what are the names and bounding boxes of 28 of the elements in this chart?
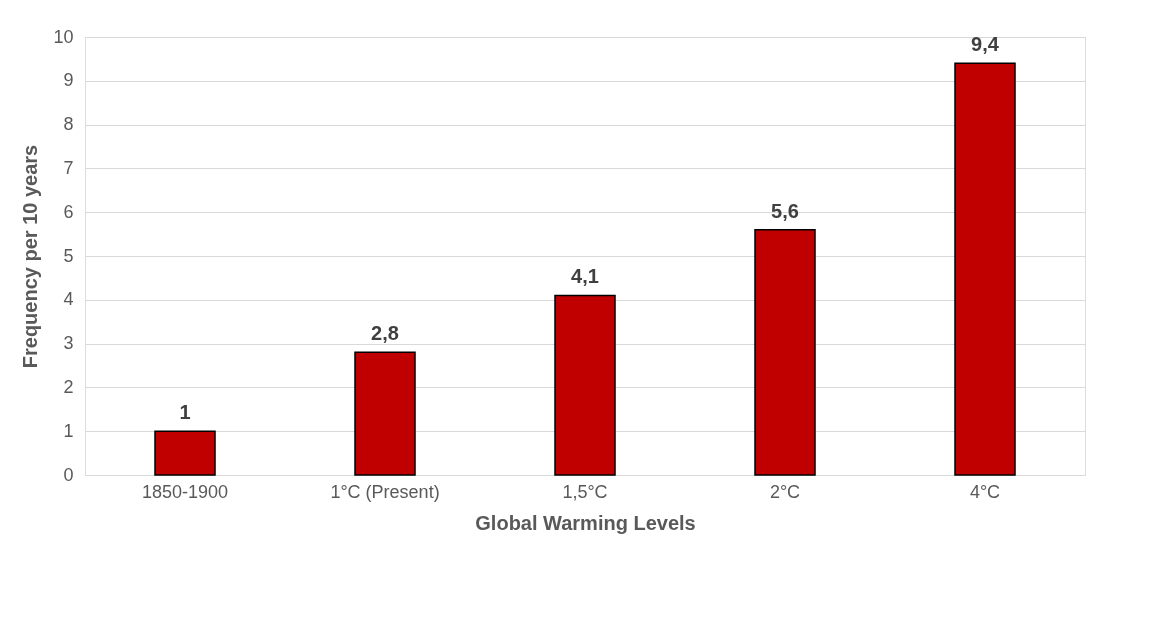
data-label: 9,4 bbox=[971, 33, 1000, 56]
y-tick-label: 3 bbox=[63, 333, 74, 354]
x-tick-label: 4°C bbox=[969, 481, 1001, 502]
data-label: 2,8 bbox=[371, 322, 399, 345]
y-tick-label: 4 bbox=[63, 289, 74, 310]
y-axis-title: Frequency per 10 years bbox=[19, 144, 42, 369]
x-tick-label: 1850-1900 bbox=[141, 481, 229, 502]
y-tick-label: 5 bbox=[63, 245, 74, 266]
data-label: 5,6 bbox=[771, 199, 799, 222]
data-label: 4,1 bbox=[571, 265, 599, 288]
y-tick-label: 1 bbox=[63, 420, 74, 441]
y-tick-label: 8 bbox=[63, 114, 74, 135]
x-tick-label: 1,5°C bbox=[562, 481, 608, 502]
y-tick-label: 6 bbox=[63, 201, 74, 222]
bar bbox=[354, 351, 416, 476]
y-tick-label: 9 bbox=[63, 70, 74, 91]
bar bbox=[154, 430, 216, 476]
x-axis-title: Global Warming Levels bbox=[475, 511, 696, 534]
y-tick-label: 0 bbox=[63, 464, 74, 485]
bar bbox=[754, 228, 816, 476]
y-tick-label: 10 bbox=[53, 26, 74, 47]
y-tick-label: 2 bbox=[63, 376, 74, 397]
x-tick-label: 2°C bbox=[769, 481, 801, 502]
bar bbox=[954, 62, 1016, 476]
bar bbox=[554, 294, 616, 476]
data-label: 1 bbox=[179, 401, 191, 424]
y-tick-label: 7 bbox=[63, 157, 74, 178]
x-tick-label: 1°C (Present) bbox=[330, 481, 440, 502]
